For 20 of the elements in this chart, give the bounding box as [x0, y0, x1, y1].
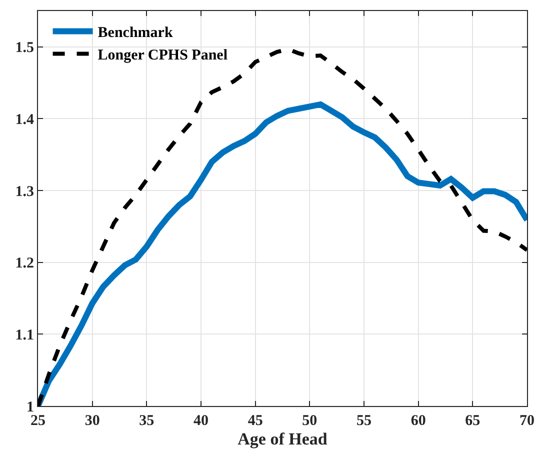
y-tick-label: 1.5	[15, 40, 34, 56]
x-tick-label: 60	[410, 413, 426, 429]
x-tick-label: 35	[139, 413, 154, 429]
x-tick-label: 30	[84, 413, 100, 429]
x-tick-label: 70	[520, 413, 534, 429]
x-axis-title: Age of Head	[238, 429, 328, 448]
legend-label: Benchmark	[98, 25, 174, 42]
y-tick-label: 1	[26, 399, 34, 416]
x-tick-label: 55	[356, 413, 372, 429]
x-tick-label: 45	[248, 413, 263, 429]
y-tick-label: 1.3	[15, 184, 34, 200]
y-tick-label: 1.1	[15, 327, 34, 344]
y-tick-label: 1.4	[15, 112, 34, 128]
y-tick-label: 1.2	[15, 256, 34, 272]
x-tick-label: 50	[302, 413, 318, 429]
x-tick-label: 25	[30, 413, 46, 429]
x-tick-label: 65	[465, 413, 480, 429]
line-series	[38, 47, 527, 406]
legend-label: Longer CPHS Panel	[98, 48, 228, 64]
x-tick-label: 40	[194, 413, 208, 429]
